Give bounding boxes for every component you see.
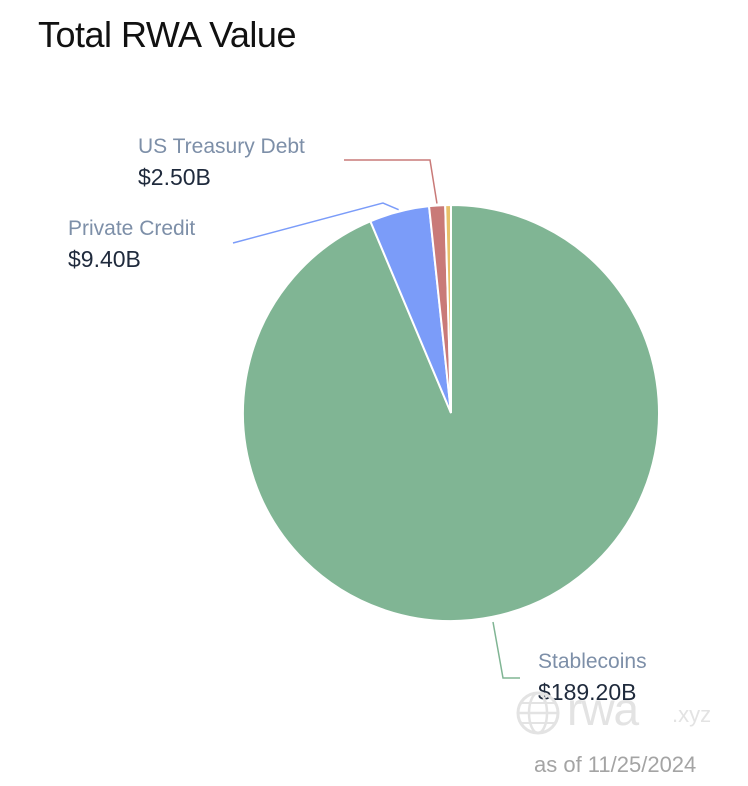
leader-line-private-credit — [232, 202, 399, 244]
slice-label-stablecoins: Stablecoins — [538, 650, 647, 673]
watermark-brand: rwa — [567, 683, 639, 735]
chart-title: Total RWA Value — [38, 14, 296, 55]
globe-icon — [516, 691, 560, 735]
slice-value-us-treasury-debt: $2.50B — [138, 164, 211, 190]
slice-label-us-treasury-debt: US Treasury Debt — [138, 135, 305, 158]
watermark-suffix: .xyz — [672, 702, 712, 727]
leader-line-us-treasury-debt — [344, 159, 438, 204]
as-of-date: as of 11/25/2024 — [534, 752, 697, 777]
pie-slice-other — [444, 203, 452, 414]
slice-value-private-credit: $9.40B — [68, 246, 141, 272]
watermark: rwa .xyz — [515, 683, 735, 736]
leader-line-stablecoins — [492, 621, 520, 679]
slice-label-private-credit: Private Credit — [68, 217, 195, 240]
